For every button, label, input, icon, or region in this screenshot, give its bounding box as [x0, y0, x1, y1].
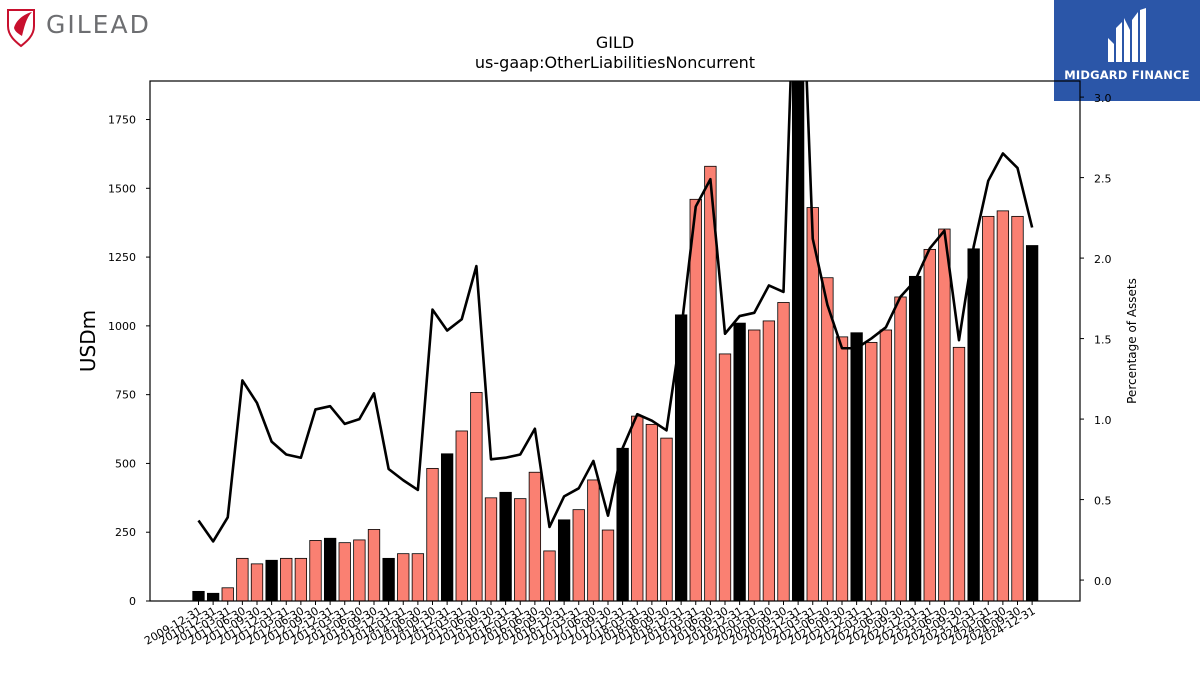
- bar: [791, 80, 805, 602]
- bar: [821, 277, 834, 602]
- bar: [367, 529, 381, 602]
- bar: [660, 437, 673, 602]
- y2-tick-label: 2.0: [1094, 253, 1112, 266]
- y2-axis-label: Percentage of Assets: [1125, 278, 1139, 404]
- bar: [996, 210, 1010, 602]
- bar: [806, 207, 819, 602]
- bar: [382, 557, 395, 602]
- bar: [835, 336, 849, 602]
- bar: [908, 275, 922, 602]
- bar: [499, 491, 512, 602]
- bar: [309, 540, 322, 602]
- bar: [543, 550, 556, 602]
- bar: [733, 322, 746, 602]
- bar: [206, 592, 220, 602]
- pct-line: [197, 81, 1034, 543]
- bar: [587, 479, 600, 602]
- bar-series: [192, 80, 1039, 602]
- bar: [397, 553, 410, 602]
- bar: [631, 415, 644, 602]
- bar: [601, 529, 615, 602]
- bar: [265, 559, 278, 602]
- y2-tick-label: 1.5: [1094, 334, 1112, 347]
- bar: [689, 198, 702, 602]
- y2-tick-label: 0.0: [1094, 575, 1112, 588]
- bar: [455, 430, 468, 602]
- bar: [192, 590, 205, 602]
- bar: [221, 587, 234, 602]
- bar: [982, 215, 995, 602]
- y2-tick-label: 0.5: [1094, 495, 1112, 508]
- gilead-logo-text: GILEAD: [46, 10, 151, 39]
- pct-line-series: [197, 81, 1034, 543]
- midgard-logo: MIDGARD FINANCE: [1054, 0, 1200, 101]
- bar: [850, 332, 863, 602]
- y-tick-label: 1500: [108, 182, 136, 195]
- bar: [865, 341, 878, 602]
- right-y-axis: 0.0 0.5 1.0 1.5 2.0 2.5 3.0: [1080, 92, 1112, 588]
- bar: [952, 346, 966, 602]
- bar: [440, 453, 454, 602]
- bar: [426, 467, 439, 602]
- bar: [1011, 215, 1024, 602]
- bar: [718, 353, 732, 602]
- gilead-logo: GILEAD: [4, 4, 164, 48]
- chart-subtitle: us-gaap:OtherLiabilitiesNoncurrent: [474, 53, 756, 72]
- bar: [484, 497, 498, 602]
- bar: [762, 320, 776, 602]
- bar: [645, 423, 659, 602]
- bar: [879, 329, 893, 602]
- bar: [411, 553, 425, 602]
- bar: [557, 519, 571, 602]
- bar: [323, 537, 337, 602]
- y2-tick-label: 3.0: [1094, 92, 1112, 105]
- plot-frame: [149, 80, 1081, 602]
- bar: [294, 557, 308, 602]
- y2-tick-label: 1.0: [1094, 414, 1112, 427]
- bar: [236, 557, 249, 602]
- bar: [894, 296, 907, 602]
- y-tick-label: 500: [115, 457, 136, 470]
- bar: [777, 302, 790, 602]
- y-tick-label: 0: [129, 595, 136, 608]
- bar: [514, 498, 527, 602]
- bar: [280, 557, 293, 602]
- bar: [923, 248, 936, 602]
- midgard-mark-icon: [1108, 8, 1146, 62]
- y-tick-label: 250: [115, 526, 136, 539]
- bar: [1025, 245, 1039, 602]
- bar: [353, 539, 366, 602]
- bar: [748, 329, 761, 602]
- bar: [938, 228, 951, 602]
- y-tick-label: 750: [115, 389, 136, 402]
- y-tick-label: 1750: [108, 114, 136, 127]
- bar: [470, 392, 483, 602]
- y2-tick-label: 2.5: [1094, 173, 1112, 186]
- midgard-logo-text: MIDGARD FINANCE: [1064, 68, 1190, 82]
- chart-title: GILD: [595, 33, 635, 52]
- y-tick-label: 1000: [108, 320, 136, 333]
- y-axis-label: USDm: [76, 310, 100, 372]
- y-tick-label: 1250: [108, 251, 136, 264]
- bar: [572, 509, 585, 602]
- bar: [528, 471, 542, 602]
- gilead-shield-icon: [7, 9, 35, 48]
- bar: [967, 248, 980, 602]
- left-y-axis: 0 250 500 750 1000 1250 1500 1750: [108, 114, 150, 608]
- bar: [338, 542, 351, 602]
- x-axis: 2009-12-312010-12-312011-03-312011-06-30…: [142, 601, 1038, 648]
- bar: [250, 563, 264, 602]
